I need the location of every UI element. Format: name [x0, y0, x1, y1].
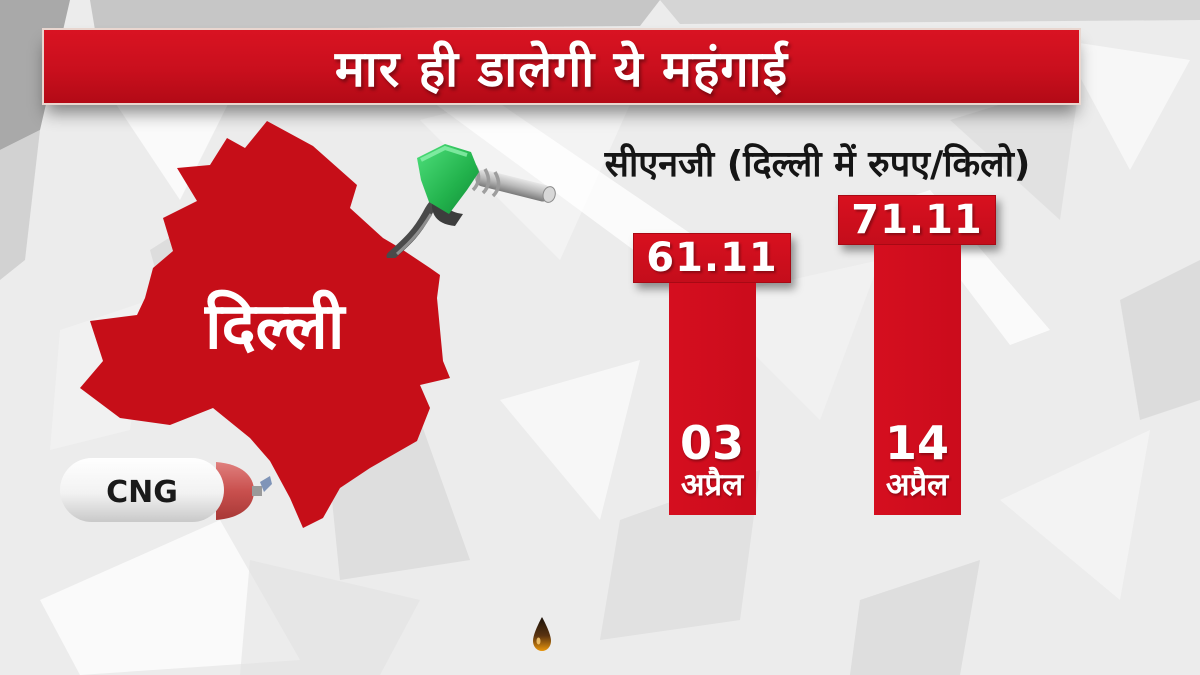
value-chip-61-11: 61.11: [633, 233, 791, 283]
chart-title: सीएनजी (दिल्ली में रुपए/किलो): [604, 144, 1031, 185]
bar-03-april: 03 अप्रैल: [668, 283, 756, 515]
bar-group-03-april: 61.11 03 अप्रैल: [633, 233, 791, 515]
bar-day-label: 03: [679, 416, 744, 471]
cng-cylinder-icon: CNG: [56, 452, 276, 530]
bar-14-april: 14 अप्रैल: [873, 245, 961, 515]
value-label: 71.11: [851, 197, 983, 243]
bar-month-label: अप्रैल: [885, 467, 949, 504]
delhi-map-shape: दिल्ली: [80, 121, 450, 528]
value-label: 61.11: [646, 235, 778, 281]
headline-banner: मार ही डालेगी ये महंगाई: [42, 28, 1081, 105]
value-chip-71-11: 71.11: [838, 195, 996, 245]
oil-drop-icon: [530, 615, 554, 653]
bar-month-label: अप्रैल: [680, 467, 744, 504]
bar-group-14-april: 71.11 14 अप्रैल: [838, 195, 996, 515]
bar-day-label: 14: [884, 416, 949, 471]
fuel-nozzle-icon: [383, 128, 563, 261]
delhi-map-label: दिल्ली: [204, 289, 347, 364]
delhi-map: दिल्ली: [75, 113, 470, 541]
headline-text: मार ही डालेगी ये महंगाई: [334, 39, 789, 98]
cng-cylinder-label: CNG: [106, 475, 178, 510]
